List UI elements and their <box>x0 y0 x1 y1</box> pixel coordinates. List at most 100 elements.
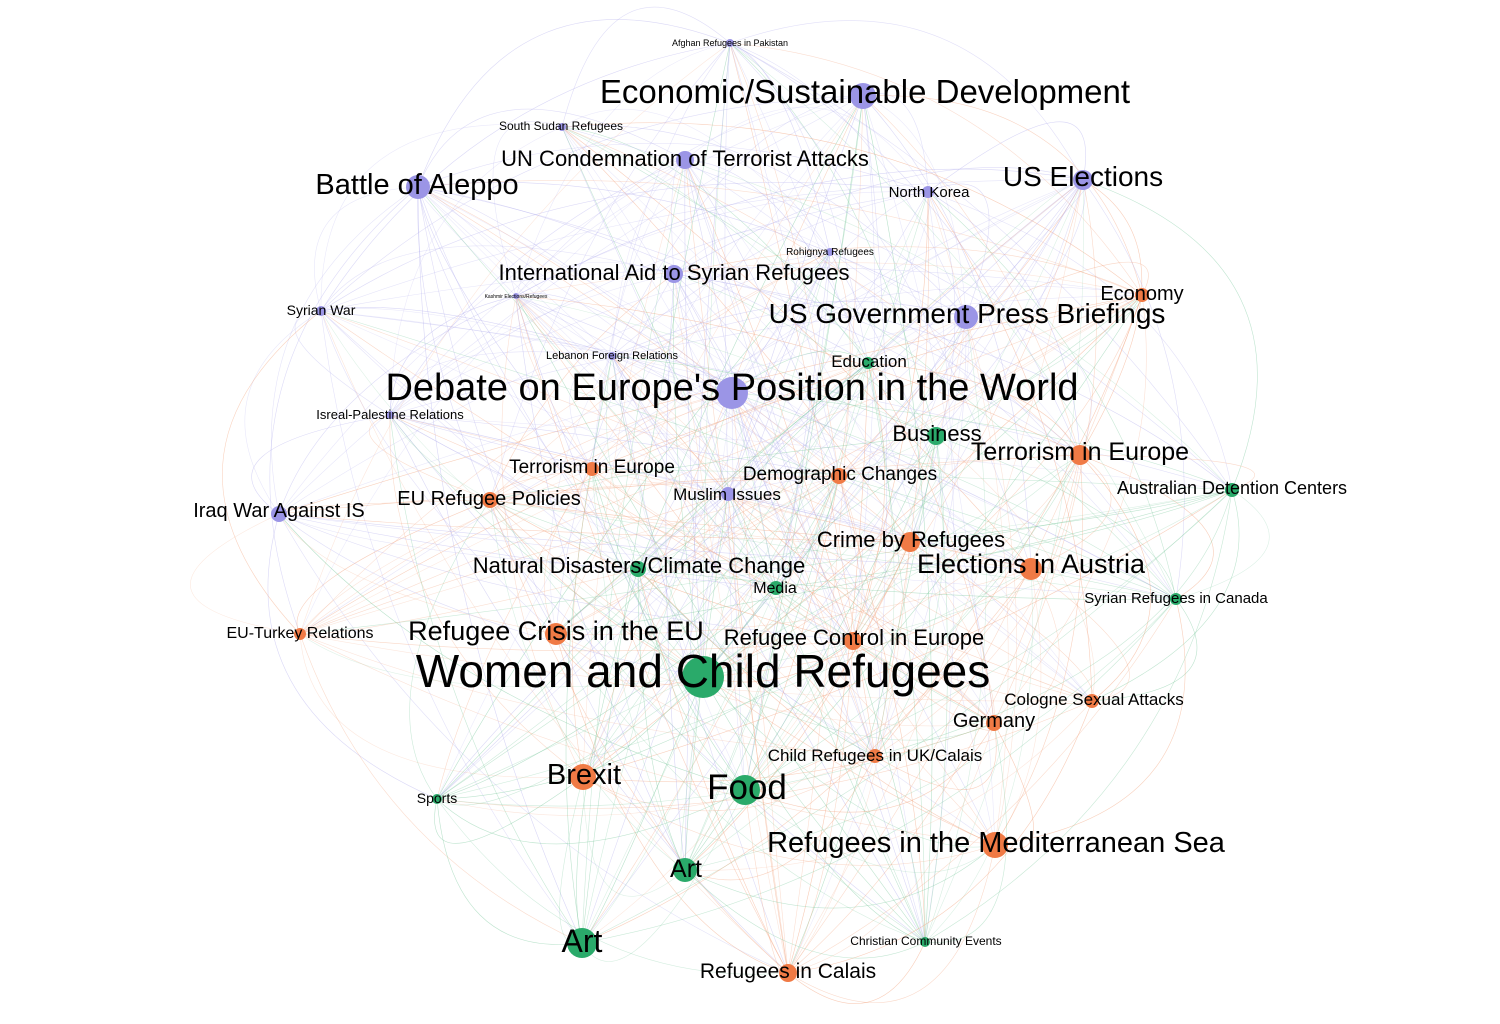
node-euref[interactable] <box>482 492 498 508</box>
node-syrianwar[interactable] <box>316 306 326 316</box>
node-isreal[interactable] <box>386 411 394 419</box>
edge <box>672 273 704 678</box>
node-food[interactable] <box>730 775 760 805</box>
edge <box>561 126 854 642</box>
edge <box>314 186 419 312</box>
node-usgov[interactable] <box>954 305 978 329</box>
edge <box>852 640 926 943</box>
edge <box>278 513 777 589</box>
node-brexit[interactable] <box>570 764 596 790</box>
edge <box>838 454 1081 477</box>
node-med[interactable] <box>982 832 1008 858</box>
edge <box>727 493 746 791</box>
node-label-iraq: Iraq War Against IS <box>193 500 365 522</box>
edge <box>684 700 1093 871</box>
node-christian[interactable] <box>920 937 930 947</box>
node-lebanon[interactable] <box>608 352 616 360</box>
edge <box>874 294 1143 757</box>
node-uselect[interactable] <box>1073 170 1093 190</box>
edge <box>729 42 831 253</box>
edge <box>270 186 419 515</box>
edge <box>909 541 995 724</box>
node-women[interactable] <box>682 656 724 698</box>
node-demog[interactable] <box>831 468 847 484</box>
node-econ[interactable] <box>850 83 876 109</box>
node-control[interactable] <box>844 632 862 650</box>
edge <box>555 179 1084 635</box>
node-childuk[interactable] <box>868 749 882 763</box>
edge <box>838 475 926 943</box>
edge <box>299 633 876 757</box>
edge <box>555 633 995 727</box>
node-euturkey[interactable] <box>294 628 306 640</box>
node-natural[interactable] <box>630 561 646 577</box>
edge <box>515 295 995 724</box>
node-nkorea[interactable] <box>922 186 934 198</box>
edge <box>993 179 1097 724</box>
edge <box>862 95 887 757</box>
node-afghan[interactable] <box>726 39 734 47</box>
node-layer <box>271 39 1239 982</box>
node-cologne[interactable] <box>1085 694 1099 708</box>
node-label-natural: Natural Disasters/Climate Change <box>473 553 806 578</box>
node-crisis[interactable] <box>545 623 567 645</box>
node-terrorL[interactable] <box>585 462 599 476</box>
edge <box>994 568 1042 846</box>
edge <box>1079 454 1151 702</box>
node-label-crime: Crime by Refugees <box>817 527 1005 552</box>
node-crime[interactable] <box>900 532 920 552</box>
edge <box>787 941 926 1004</box>
edge <box>389 414 729 495</box>
edge <box>1091 598 1198 702</box>
edge <box>684 159 1177 600</box>
edge <box>555 489 1233 635</box>
edge <box>637 568 746 791</box>
node-art2[interactable] <box>567 928 597 958</box>
edge <box>684 159 704 678</box>
node-label-demog: Demographic Changes <box>743 464 937 485</box>
edge <box>909 541 1094 702</box>
node-debate[interactable] <box>716 377 748 409</box>
node-germany[interactable] <box>986 715 1002 731</box>
node-muslim[interactable] <box>721 487 735 501</box>
edge <box>862 93 929 193</box>
node-label-economy: Economy <box>1100 283 1183 305</box>
node-education[interactable] <box>862 357 874 369</box>
node-economy[interactable] <box>1135 288 1149 302</box>
edge <box>1030 454 1112 570</box>
node-austria[interactable] <box>1020 558 1042 580</box>
node-label-canada: Syrian Refugees in Canada <box>1084 590 1268 607</box>
node-kashmir[interactable] <box>513 293 519 299</box>
edge <box>581 587 777 944</box>
edge <box>389 414 1093 702</box>
node-label-australia: Australian Detention Centers <box>1117 478 1347 498</box>
edge <box>320 310 729 495</box>
node-rohingya[interactable] <box>826 248 834 256</box>
edge <box>581 568 1032 944</box>
node-aleppo[interactable] <box>406 175 430 199</box>
node-label-euturkey: EU-Turkey Relations <box>226 625 373 642</box>
node-southsudan[interactable] <box>558 123 566 131</box>
node-art1[interactable] <box>673 858 697 882</box>
edge <box>244 310 322 515</box>
node-terrorR[interactable] <box>1070 445 1090 465</box>
node-business[interactable] <box>927 427 945 445</box>
node-sports[interactable] <box>432 794 442 804</box>
node-calais[interactable] <box>779 964 797 982</box>
edge <box>673 273 729 495</box>
node-canada[interactable] <box>1170 593 1182 605</box>
edge <box>320 310 911 543</box>
edge <box>389 159 686 416</box>
node-australia[interactable] <box>1225 483 1239 497</box>
edge <box>994 598 1186 846</box>
edge <box>581 475 840 944</box>
edge <box>684 159 995 724</box>
edge <box>744 722 995 813</box>
node-iraq[interactable] <box>271 506 287 522</box>
node-uncond[interactable] <box>676 151 694 169</box>
edge <box>299 392 733 635</box>
edge <box>702 676 996 848</box>
node-media[interactable] <box>769 581 783 595</box>
node-label-afghan: Afghan Refugees in Pakistan <box>672 38 788 48</box>
node-intlaid[interactable] <box>665 265 683 283</box>
